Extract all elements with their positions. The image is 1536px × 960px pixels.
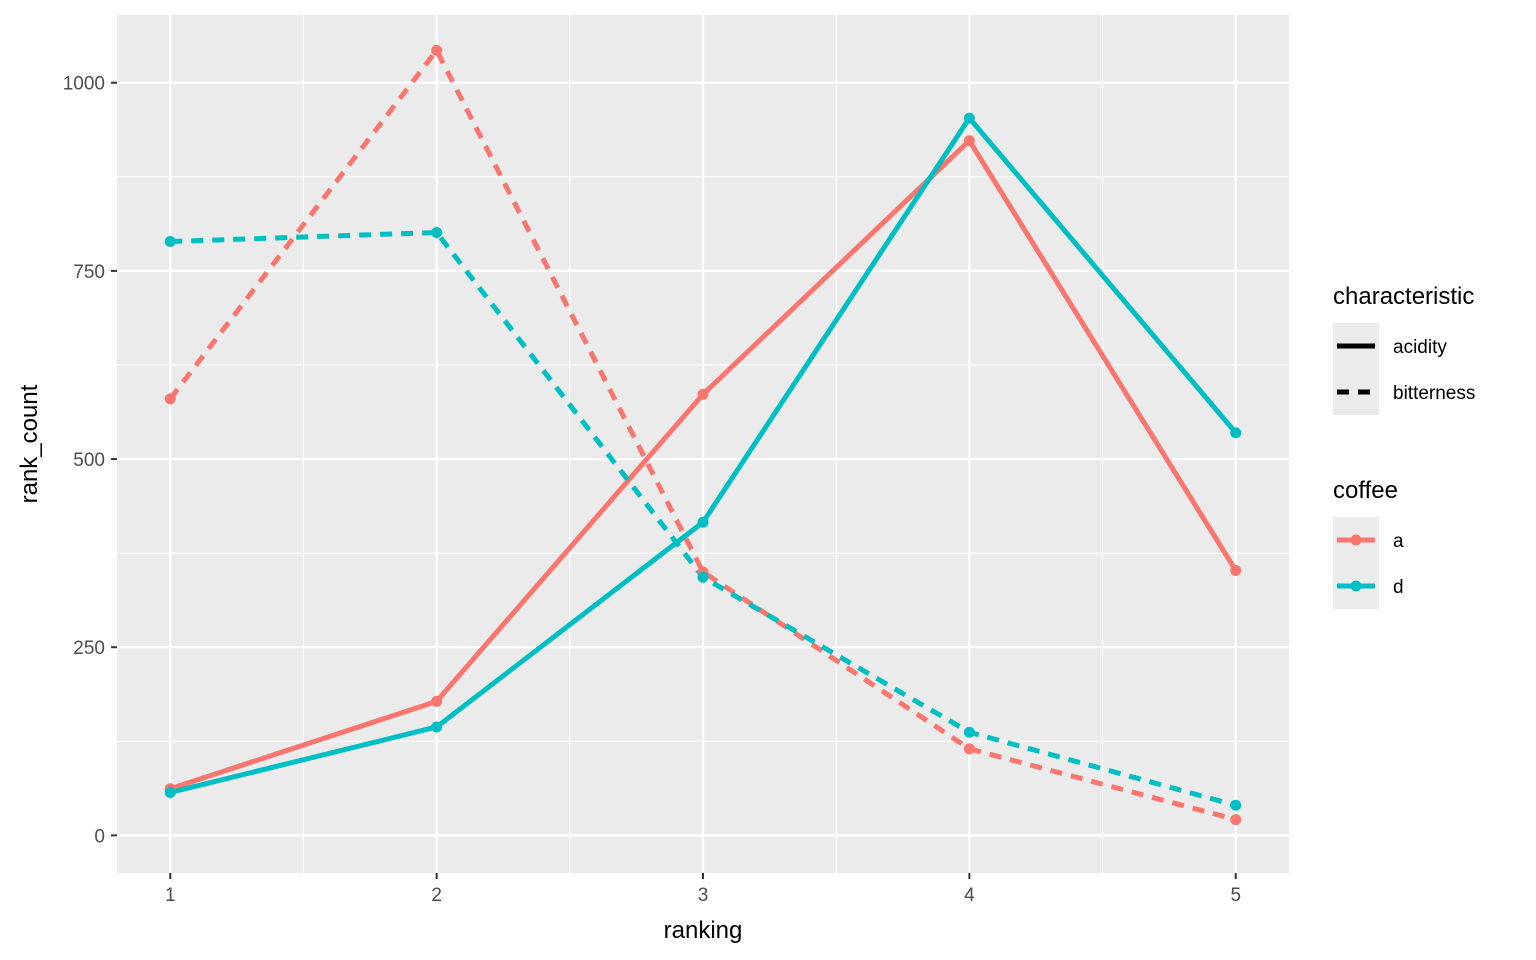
- point-d-bitterness: [164, 236, 176, 248]
- series-layer: [164, 44, 1242, 826]
- legend-key-point: [1350, 580, 1362, 592]
- point-a-bitterness: [431, 44, 443, 56]
- legend-label: bitterness: [1393, 383, 1475, 404]
- point-a-bitterness: [963, 743, 975, 755]
- x-tick-label: 5: [1230, 885, 1241, 906]
- point-d-bitterness: [697, 571, 709, 583]
- point-d-acidity: [431, 721, 443, 733]
- legend-title: coffee: [1333, 477, 1398, 504]
- y-tick-label: 500: [73, 450, 105, 471]
- legend-label: acidity: [1393, 337, 1447, 358]
- point-a-acidity: [431, 695, 443, 707]
- point-a-acidity: [697, 388, 709, 400]
- y-tick-label: 1000: [63, 74, 105, 95]
- axes: 1 2 3 4 5 0 250 500 750 1000: [63, 74, 1241, 906]
- point-d-acidity: [697, 516, 709, 528]
- point-a-acidity: [963, 135, 975, 147]
- x-axis-title: ranking: [664, 917, 743, 944]
- legend-title: characteristic: [1333, 283, 1474, 310]
- x-tick-label: 1: [165, 885, 176, 906]
- legend-label: d: [1393, 577, 1404, 598]
- point-d-acidity: [963, 112, 975, 124]
- point-a-bitterness: [164, 393, 176, 405]
- x-tick-label: 4: [964, 885, 975, 906]
- y-tick-label: 250: [73, 638, 105, 659]
- x-tick-label: 2: [431, 885, 442, 906]
- point-d-acidity: [164, 786, 176, 798]
- point-d-acidity: [1230, 427, 1242, 439]
- point-d-bitterness: [963, 726, 975, 738]
- legend-label: a: [1393, 531, 1404, 552]
- y-tick-label: 0: [94, 826, 105, 847]
- point-a-acidity: [1230, 564, 1242, 576]
- legends: characteristic acidity bitterness coffee a d: [1333, 283, 1475, 609]
- y-axis-title: rank_count: [16, 384, 43, 503]
- legend-key-point: [1350, 534, 1362, 546]
- series-line-a-bitterness: [168, 47, 1237, 822]
- point-d-bitterness: [431, 227, 443, 239]
- point-a-bitterness: [1230, 814, 1242, 826]
- y-tick-label: 750: [73, 262, 105, 283]
- x-tick-label: 3: [698, 885, 709, 906]
- point-d-bitterness: [1230, 799, 1242, 811]
